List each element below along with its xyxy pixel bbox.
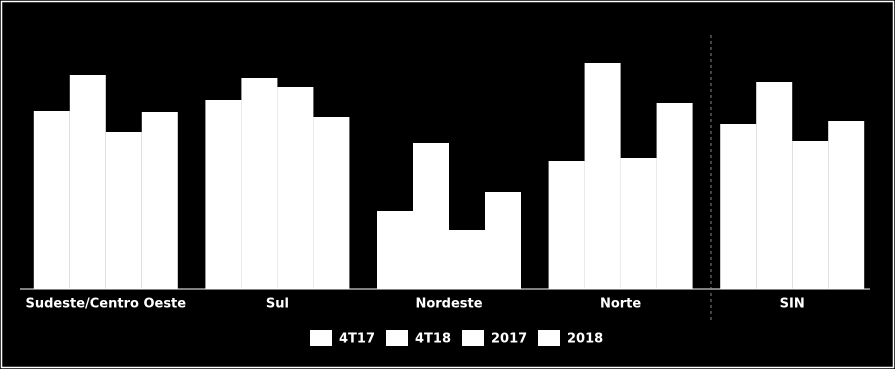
bar [548, 161, 585, 289]
bar [720, 124, 757, 289]
bar [656, 103, 693, 289]
bar [141, 112, 178, 289]
bar [241, 78, 278, 289]
bar [277, 87, 314, 289]
x-tick-label: Sudeste/Centro Oeste [26, 297, 187, 312]
legend-label: 2017 [491, 332, 527, 347]
bar [756, 82, 793, 289]
legend-swatch [310, 330, 332, 346]
bar [313, 117, 350, 289]
bar [69, 75, 106, 289]
bar [828, 121, 865, 289]
bar [584, 63, 621, 289]
x-tick-label: SIN [780, 297, 805, 312]
legend-label: 4T17 [339, 332, 375, 347]
legend-swatch [538, 330, 560, 346]
x-tick-label: Norte [600, 297, 641, 312]
bar [205, 100, 242, 289]
bar [413, 143, 449, 289]
bar [449, 230, 485, 289]
bar [485, 192, 521, 289]
legend-swatch [386, 330, 408, 346]
bar [620, 158, 657, 289]
legend-label: 2018 [567, 332, 603, 347]
bar [33, 111, 70, 289]
bar [377, 211, 413, 289]
x-tick-label: Nordeste [415, 297, 482, 312]
legend-swatch [462, 330, 484, 346]
x-tick-label: Sul [266, 297, 289, 312]
bar [105, 132, 142, 289]
legend-label: 4T18 [415, 332, 451, 347]
bar [792, 141, 829, 289]
